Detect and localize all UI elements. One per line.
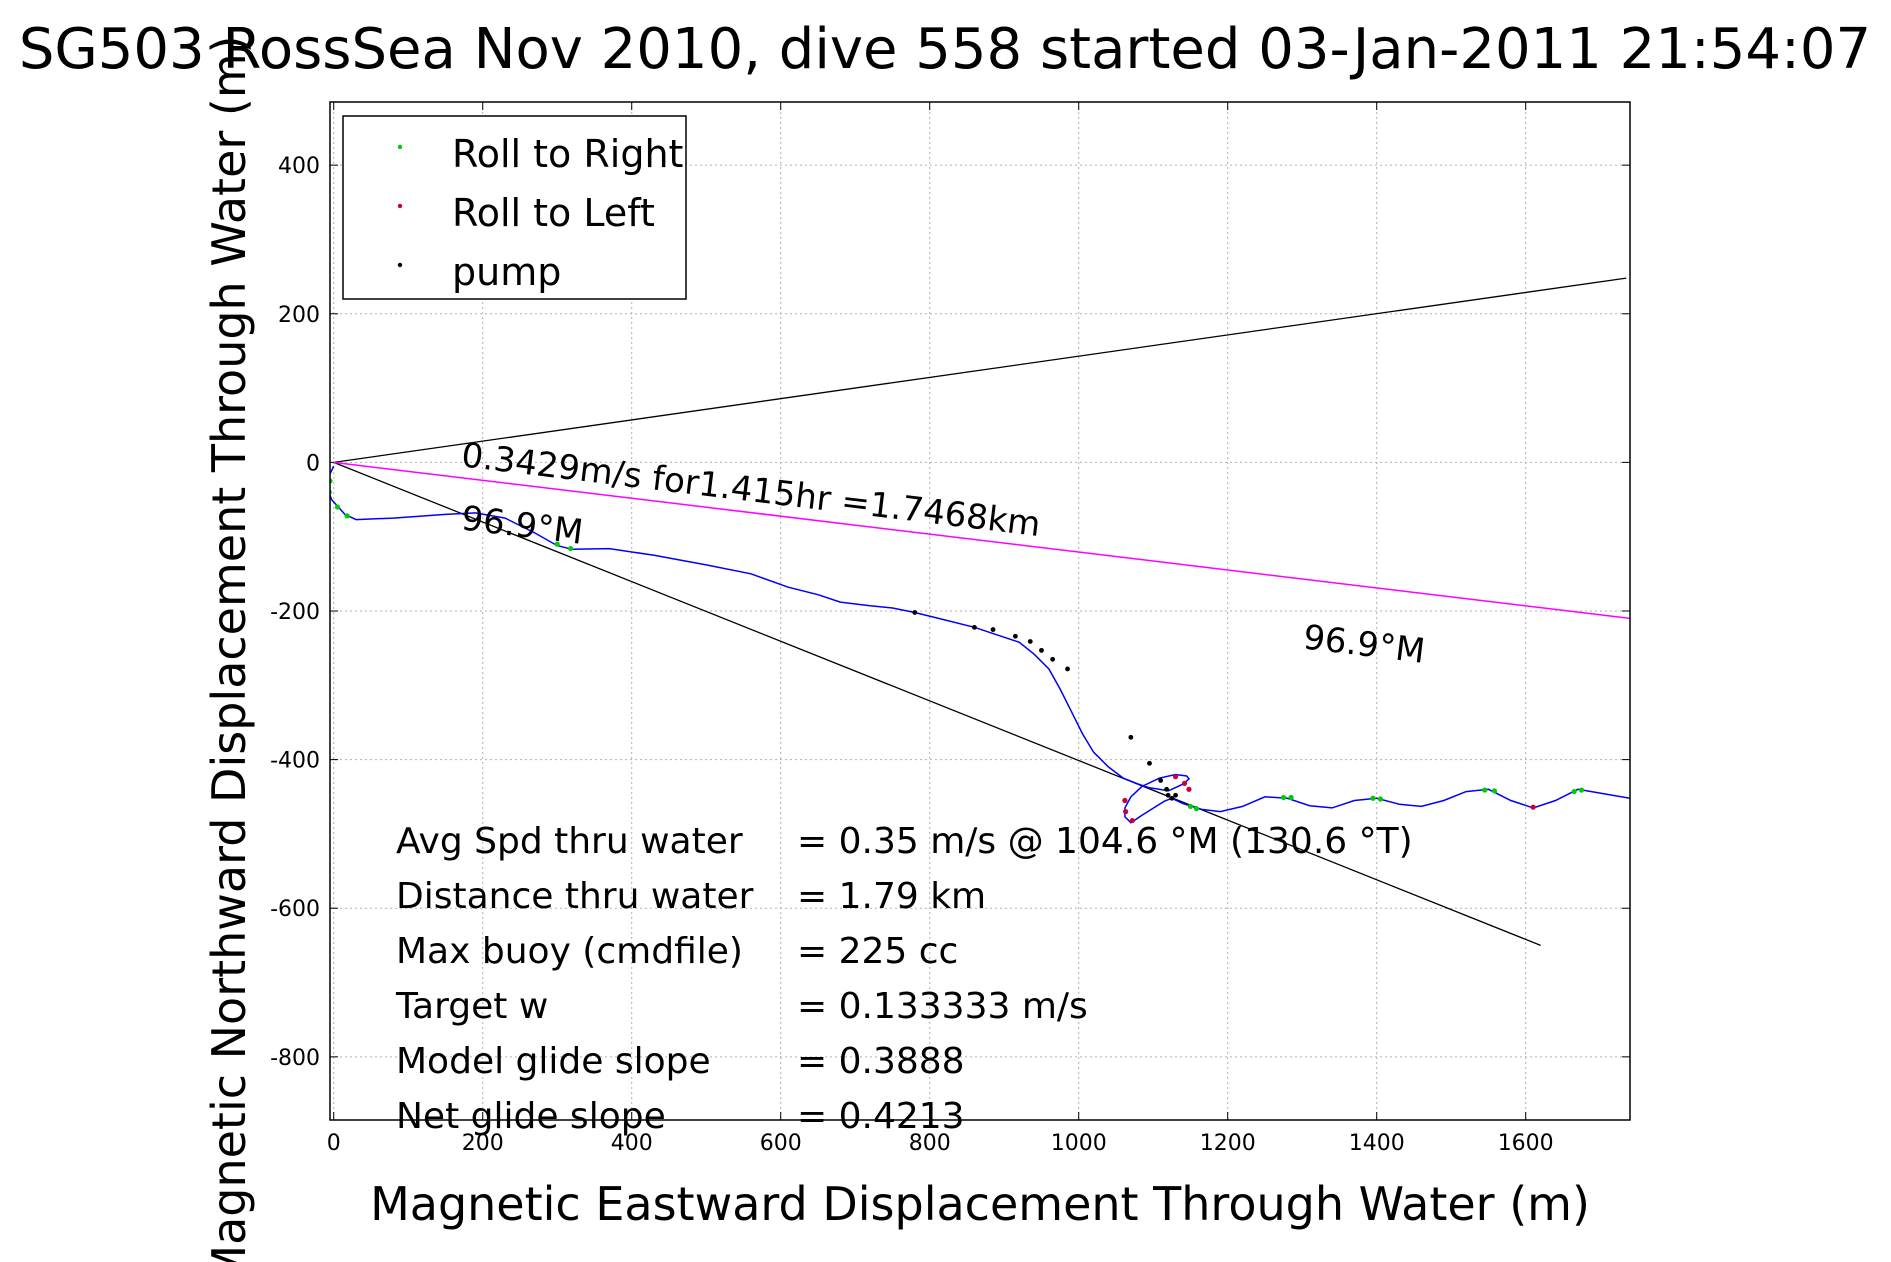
stat-label: Max buoy (cmdfile) xyxy=(396,931,743,972)
roll-left-point xyxy=(1172,774,1179,780)
track-layer xyxy=(330,465,1630,824)
reference-lines xyxy=(333,277,1630,946)
pump-point xyxy=(990,627,996,632)
stat-value: = 1.79 km xyxy=(797,876,986,917)
pump-point xyxy=(1158,778,1164,783)
pump-point xyxy=(1165,792,1171,798)
x-tick-label: 1400 xyxy=(1349,1131,1405,1156)
roll-right-point xyxy=(568,545,574,552)
y-tick-label: 400 xyxy=(278,154,320,179)
roll-right-point xyxy=(1193,806,1200,812)
stat-label: Avg Spd thru water xyxy=(396,821,743,862)
marker-points xyxy=(330,478,1585,824)
stat-value: = 0.35 m/s @ 104.6 °M (130.6 °T) xyxy=(797,821,1413,862)
pump-point xyxy=(1169,795,1175,801)
legend-marker xyxy=(397,203,403,209)
plot-frame xyxy=(329,101,1631,1121)
roll-right-point xyxy=(334,504,341,510)
stat-label: Distance thru water xyxy=(396,876,754,917)
roll-left-point xyxy=(1123,809,1129,815)
x-tick-label: 800 xyxy=(909,1131,951,1156)
y-tick-label: 0 xyxy=(306,451,320,476)
y-tick-label: -600 xyxy=(270,897,320,922)
roll-right-point xyxy=(1187,803,1194,810)
glider-track-line xyxy=(330,465,1630,824)
x-tick-label: 600 xyxy=(760,1131,802,1156)
roll-right-point xyxy=(1377,796,1384,802)
roll-right-point xyxy=(1280,794,1287,801)
stat-label: Target w xyxy=(395,986,548,1027)
legend-marker xyxy=(397,144,403,150)
axis-ticks: 0 200 400 600 800 1000 1200 1400 1600 -800 -600 -40… xyxy=(270,102,1630,1156)
roll-right-point xyxy=(1578,787,1585,793)
x-tick-label: 1600 xyxy=(1498,1131,1554,1156)
stat-value: = 0.133333 m/s xyxy=(797,986,1088,1027)
heading-bound-line xyxy=(333,277,1627,464)
net-heading-line xyxy=(333,461,1630,620)
x-tick-label: 400 xyxy=(611,1131,653,1156)
stat-value: = 0.4213 xyxy=(797,1096,965,1137)
roll-right-point xyxy=(344,513,350,519)
roll-right-point xyxy=(554,541,560,547)
stats-block: Avg Spd thru water = 0.35 m/s @ 104.6 °M … xyxy=(395,821,1413,1137)
roll-right-point xyxy=(1288,794,1294,801)
legend-label: Roll to Right xyxy=(452,132,683,176)
pump-point xyxy=(1050,656,1056,662)
pump-point xyxy=(1164,786,1170,792)
y-tick-label: 200 xyxy=(278,303,320,328)
chart-title: SG503 RossSea Nov 2010, dive 558 started… xyxy=(19,17,1871,82)
legend-label: pump xyxy=(452,250,561,294)
stat-value: = 225 cc xyxy=(797,931,958,972)
y-tick-label: -200 xyxy=(270,600,320,625)
stat-label: Model glide slope xyxy=(396,1041,711,1082)
pump-point xyxy=(1173,792,1178,798)
roll-right-point xyxy=(1491,788,1498,794)
pump-point xyxy=(1128,734,1134,740)
pump-point xyxy=(1147,760,1152,766)
y-axis-label: Magnetic Northward Displacement Through … xyxy=(202,35,256,1262)
x-tick-label: 0 xyxy=(327,1131,341,1156)
x-tick-label: 200 xyxy=(462,1131,504,1156)
pump-point xyxy=(1039,647,1044,653)
pump-point xyxy=(1065,666,1070,672)
stat-value: = 0.3888 xyxy=(797,1041,965,1082)
roll-left-point xyxy=(1129,817,1135,824)
x-tick-label: 1000 xyxy=(1051,1131,1107,1156)
x-axis-label: Magnetic Eastward Displacement Through W… xyxy=(370,1177,1590,1231)
legend-marker xyxy=(397,262,403,268)
y-tick-label: -400 xyxy=(270,749,320,774)
stat-label: Net glide slope xyxy=(396,1096,666,1137)
roll-left-point xyxy=(1122,797,1128,804)
roll-right-point xyxy=(1370,795,1376,801)
roll-left-point xyxy=(1181,780,1188,786)
pump-point xyxy=(1027,639,1033,644)
pump-point xyxy=(912,610,918,615)
roll-left-point xyxy=(1530,804,1536,810)
legend-label: Roll to Left xyxy=(452,191,655,235)
roll-right-point xyxy=(1482,787,1488,793)
y-tick-label: -800 xyxy=(270,1046,320,1071)
pump-point xyxy=(972,624,977,630)
x-tick-label: 1200 xyxy=(1200,1131,1256,1156)
legend: Roll to Right Roll to Left pump xyxy=(342,115,687,300)
roll-right-point xyxy=(1571,788,1577,795)
grid-lines xyxy=(330,102,1630,1120)
pump-point xyxy=(1012,633,1018,639)
heading-bound-line xyxy=(333,461,1541,946)
roll-left-point xyxy=(1186,786,1192,792)
